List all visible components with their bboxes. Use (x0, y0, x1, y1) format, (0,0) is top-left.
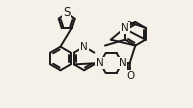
Text: N: N (80, 42, 88, 52)
Text: N: N (119, 58, 126, 68)
Text: N: N (96, 58, 104, 68)
Text: S: S (63, 6, 70, 19)
Text: O: O (126, 71, 134, 81)
Text: N: N (121, 23, 129, 33)
